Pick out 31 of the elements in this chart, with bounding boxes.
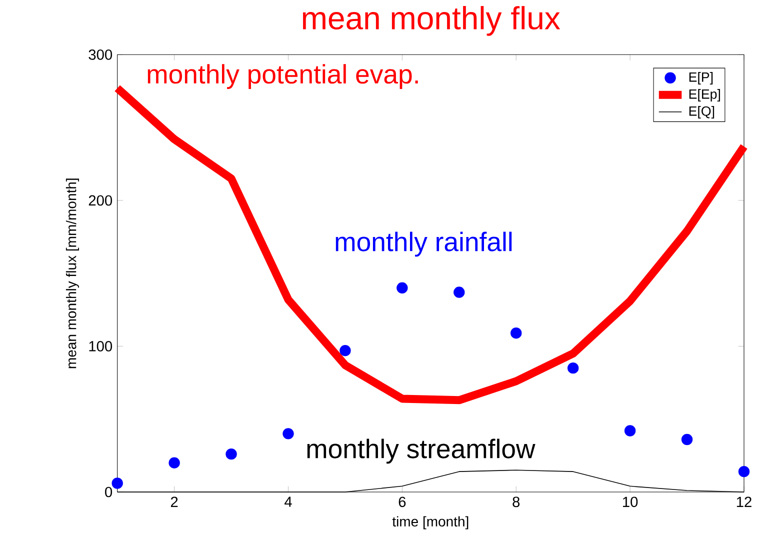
- point: [681, 434, 693, 446]
- x-tick-label: 8: [512, 496, 520, 508]
- annotation: monthly streamflow: [307, 438, 536, 464]
- x-tick-label: 4: [284, 496, 292, 507]
- x-tick-label: 2: [170, 496, 178, 508]
- point: [624, 425, 636, 437]
- point: [112, 478, 123, 490]
- y-tick-label: 200: [88, 195, 112, 206]
- y-tick-label: 100: [89, 341, 112, 352]
- point: [340, 345, 351, 356]
- point: [454, 286, 465, 298]
- chart-title: mean monthly flux: [302, 6, 560, 36]
- point: [738, 466, 750, 478]
- point: [396, 282, 408, 294]
- legend-label: E[Ep]: [689, 89, 720, 102]
- y-axis-title: mean monthly flux [mm/month]: [66, 178, 80, 368]
- point: [168, 457, 180, 469]
- annotation: monthly potential evap.: [148, 64, 418, 90]
- point: [567, 362, 579, 374]
- annotation: monthly rainfall: [336, 232, 512, 257]
- x-tick-label: 6: [398, 496, 406, 508]
- y-tick-label: 0: [105, 486, 112, 498]
- y-tick-label: 300: [88, 50, 112, 60]
- legend-label: E[Q]: [689, 106, 714, 119]
- point: [226, 448, 237, 460]
- point: [282, 428, 294, 440]
- x-tick-label: 10: [623, 496, 638, 508]
- point: [510, 328, 522, 339]
- x-tick-label: 12: [736, 496, 752, 508]
- x-axis-title: time [month]: [392, 516, 468, 530]
- legend-label: E[P]: [689, 72, 713, 85]
